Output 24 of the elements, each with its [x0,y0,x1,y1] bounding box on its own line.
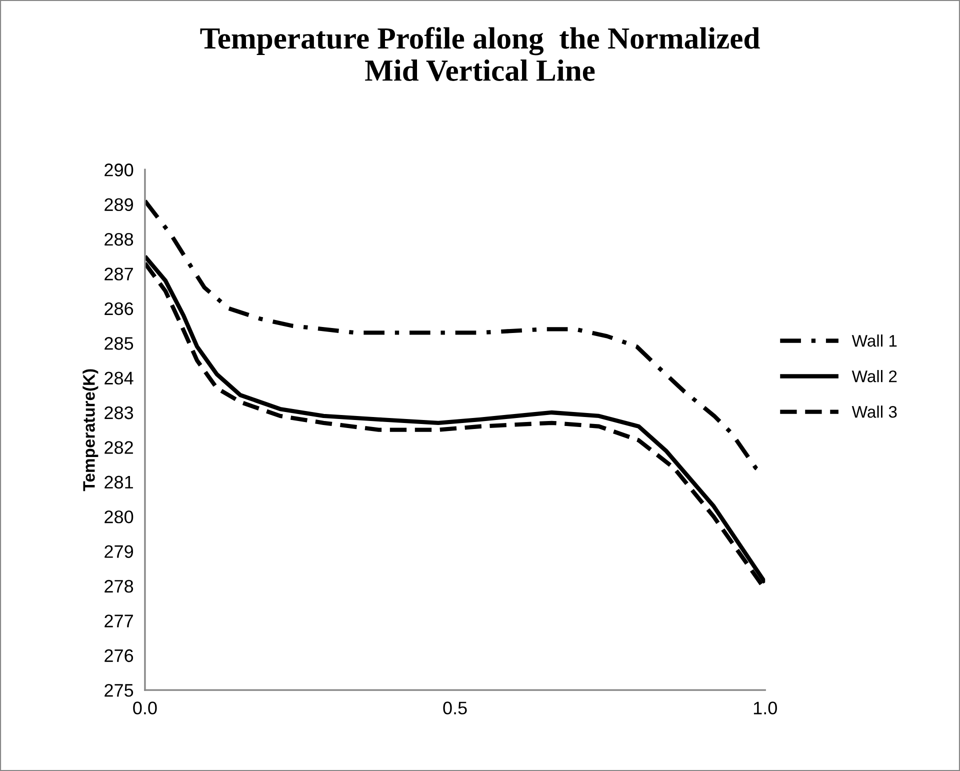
y-tick-label: 290 [104,164,134,176]
y-tick-label: 279 [104,545,133,558]
y-tick-label: 288 [104,232,134,246]
legend-label: Wall 1 [852,334,897,347]
y-tick-label: 289 [104,198,133,212]
y-tick-label: 283 [104,406,134,420]
y-tick-label: 277 [104,614,133,628]
y-tick-label: 284 [104,372,134,385]
x-tick-label: 0.5 [443,702,467,714]
legend-label: Wall 3 [852,406,897,418]
y-tick-label: 276 [104,649,134,662]
y-axis-title: Temperature(K) [82,369,98,492]
y-tick-label: 275 [104,684,134,697]
y-tick-label: 278 [104,580,134,593]
y-tick-label: 280 [104,510,134,524]
y-tick-label: 282 [104,441,133,454]
x-tick-label: 0.0 [133,702,157,714]
legend-label: Wall 2 [852,370,897,382]
y-tick-label: 286 [104,302,134,316]
chart-title: Temperature Profile along the Normalized Mid Vertical Line [200,26,760,82]
y-tick-label: 285 [104,337,134,350]
y-tick-label: 287 [104,268,133,280]
x-tick-label: 1.0 [754,702,777,714]
y-tick-label: 281 [104,476,133,489]
